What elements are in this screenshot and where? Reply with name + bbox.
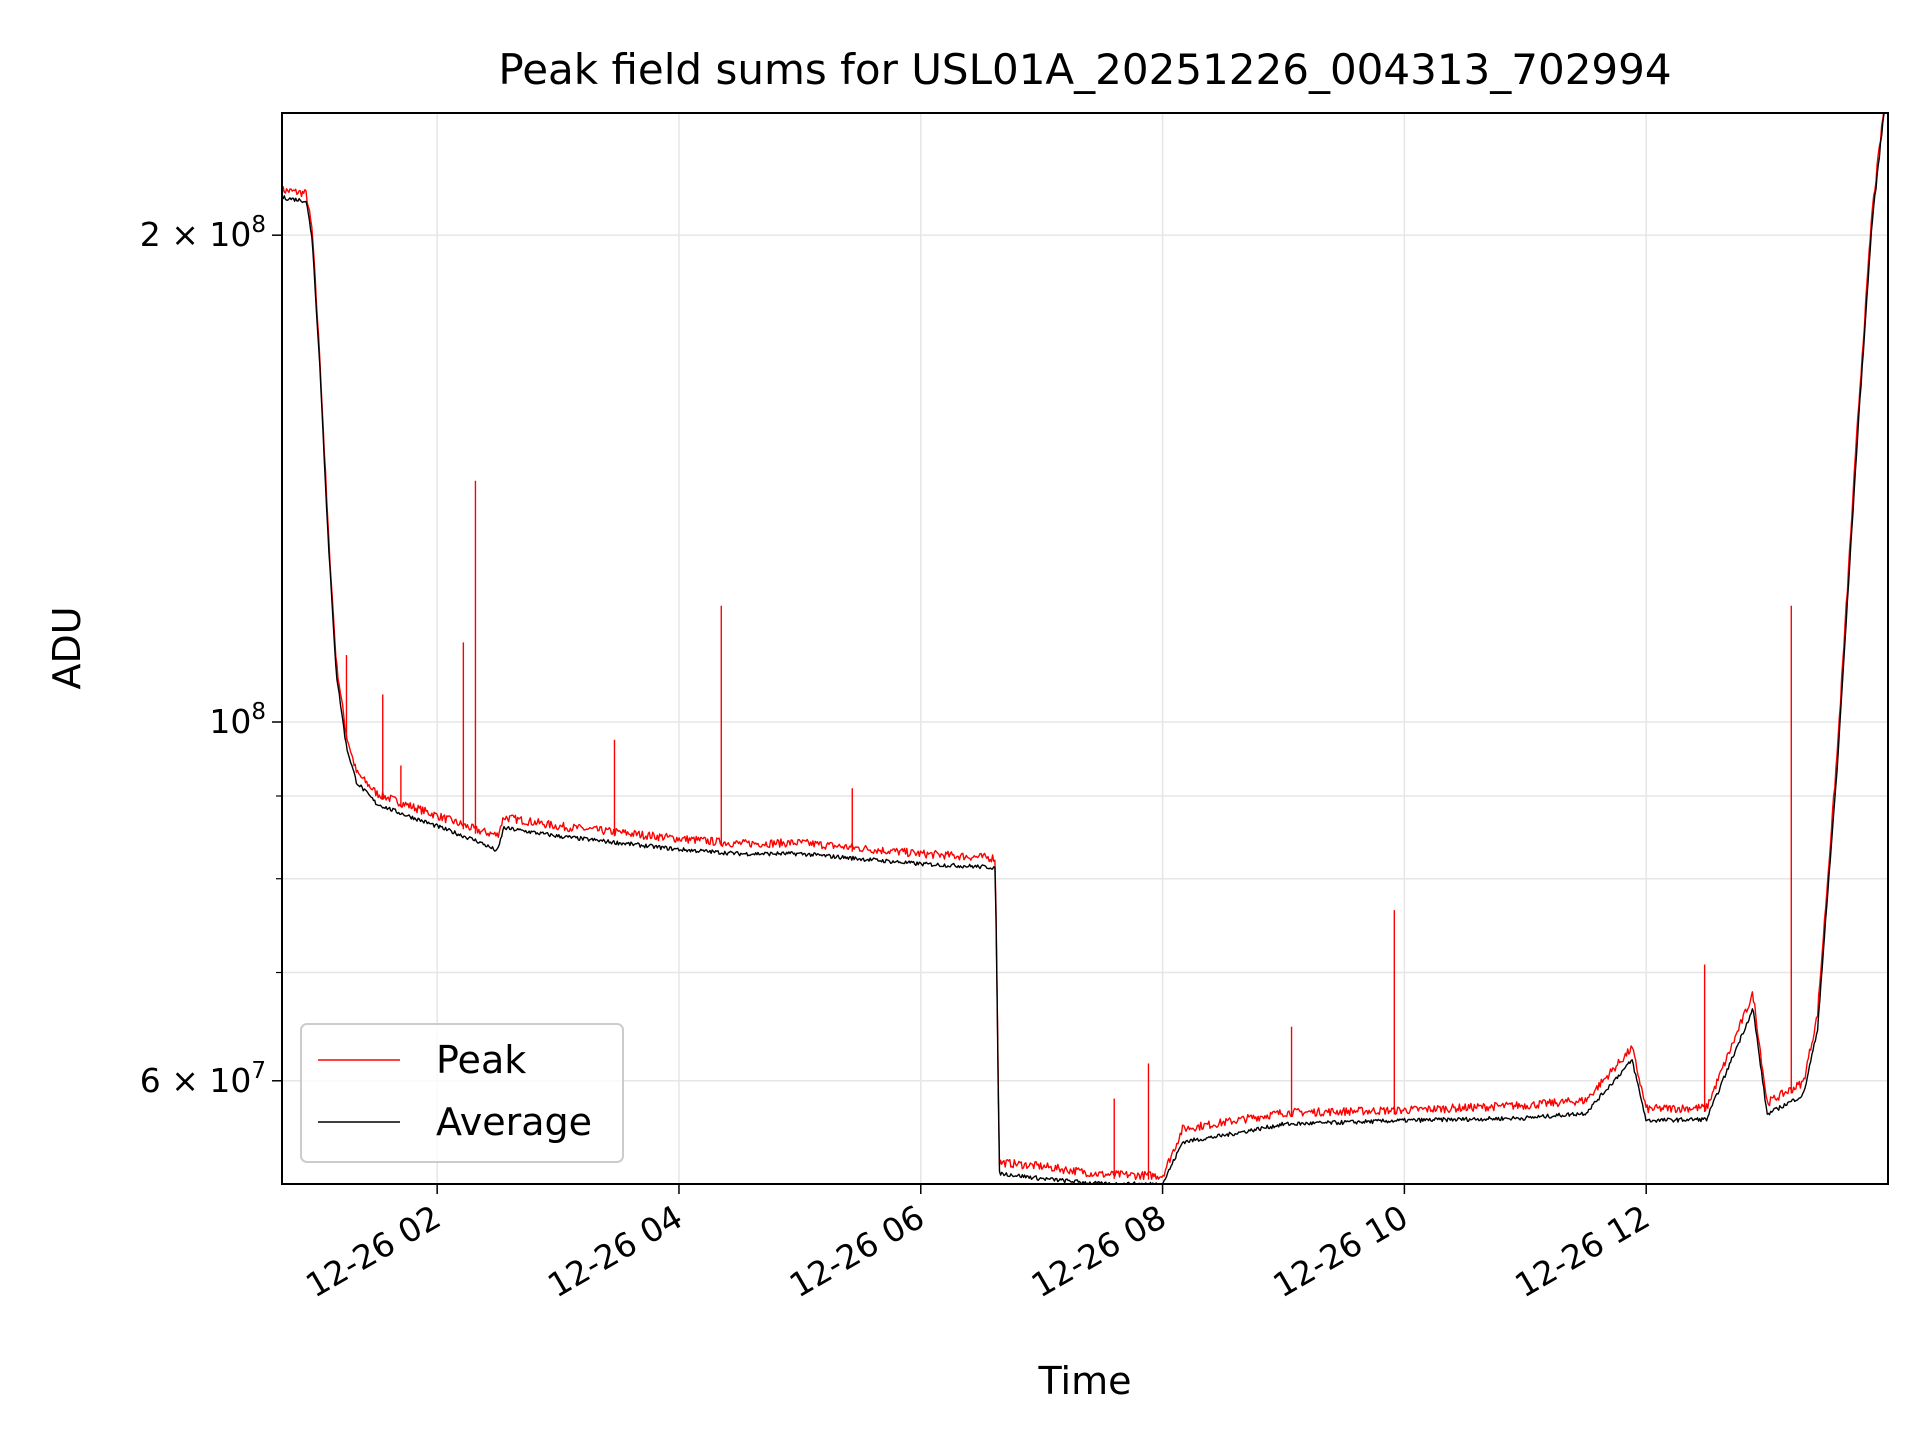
- legend-peak-label: Peak: [436, 1038, 526, 1082]
- legend-box: [300, 1023, 624, 1163]
- y-tick-exponent: 8: [251, 699, 266, 725]
- x-axis-label: Time: [1038, 1359, 1132, 1403]
- y-axis-label: ADU: [45, 606, 89, 689]
- series-layer: [282, 113, 1885, 1184]
- y-tick-exponent: 7: [251, 1058, 266, 1084]
- y-tick-label: 108: [209, 699, 266, 741]
- legend: Peak Average: [300, 1023, 624, 1163]
- peak-series-line: [282, 113, 1885, 1181]
- grid: [282, 113, 1888, 1184]
- legend-average-label: Average: [436, 1100, 592, 1144]
- chart-title: Peak field sums for USL01A_20251226_0043…: [498, 45, 1671, 94]
- y-tick-label: 2 × 108: [140, 212, 266, 254]
- y-tick-exponent: 8: [251, 212, 266, 238]
- axes-frame: [281, 112, 1889, 1185]
- average-series-line: [282, 113, 1885, 1184]
- plot-area: [282, 113, 1885, 1184]
- y-axis: 6 × 107 108 2 × 108: [140, 212, 282, 1100]
- y-tick-label: 6 × 107: [140, 1058, 266, 1100]
